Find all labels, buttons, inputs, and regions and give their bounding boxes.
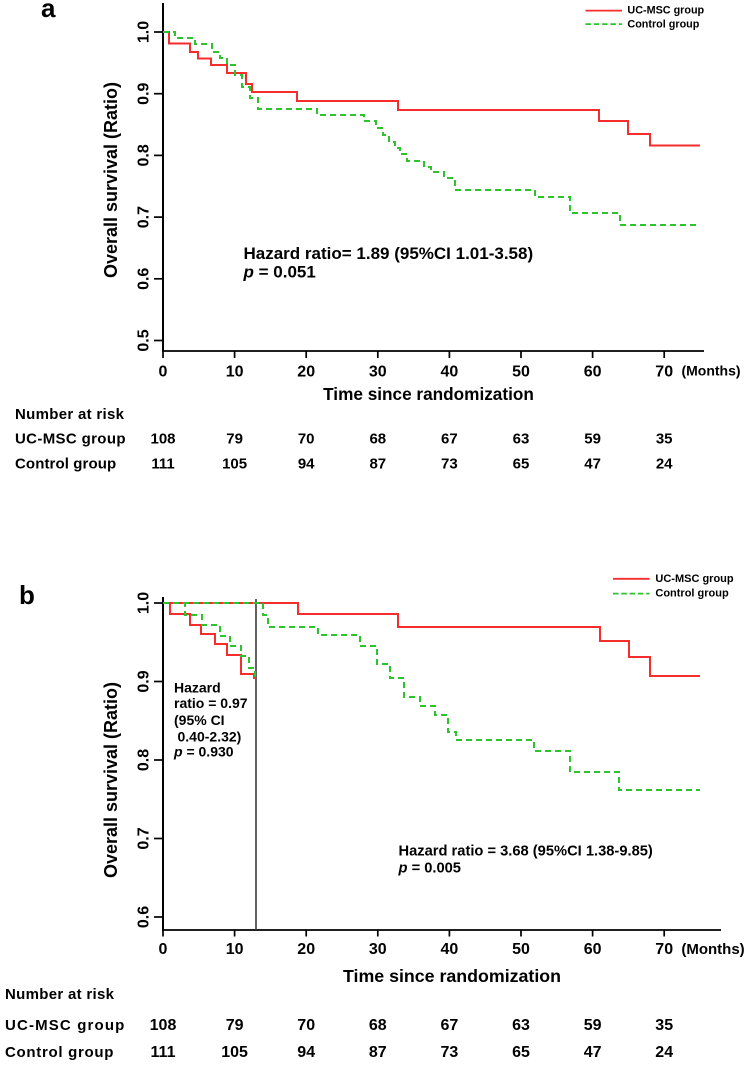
svg-text:ratio = 0.97: ratio = 0.97 [174,695,248,711]
svg-text:0.9: 0.9 [136,670,153,692]
svg-text:59: 59 [584,431,601,448]
svg-text:1.0: 1.0 [136,592,153,614]
svg-text:73: 73 [441,1044,459,1061]
svg-text:Control group: Control group [627,18,699,30]
svg-text:50: 50 [512,941,530,958]
svg-text:p = 0.930: p = 0.930 [173,743,234,759]
svg-text:Control group: Control group [15,456,116,473]
svg-text:0.8: 0.8 [136,144,153,166]
svg-text:111: 111 [151,456,174,473]
svg-text:63: 63 [513,431,530,448]
svg-text:40: 40 [441,941,459,958]
svg-text:Number at risk: Number at risk [15,406,125,423]
svg-text:30: 30 [369,364,387,381]
svg-text:Time since randomization: Time since randomization [323,384,534,404]
svg-text:0.6: 0.6 [136,906,153,928]
svg-text:Control group: Control group [655,588,729,600]
svg-text:UC-MSC group: UC-MSC group [5,1017,125,1034]
svg-text:20: 20 [297,364,315,381]
svg-text:(Months): (Months) [681,363,740,379]
svg-text:24: 24 [655,1044,673,1061]
svg-text:111: 111 [151,1044,176,1061]
svg-text:47: 47 [584,1044,602,1061]
svg-text:Overall survival (Ratio): Overall survival (Ratio) [101,82,121,278]
svg-text:94: 94 [297,1044,315,1061]
svg-text:108: 108 [150,431,175,448]
svg-text:79: 79 [226,431,243,448]
svg-text:87: 87 [369,456,386,473]
svg-text:a: a [41,0,56,23]
svg-text:0: 0 [159,941,168,958]
svg-text:b: b [19,580,35,610]
svg-text:UC-MSC group: UC-MSC group [15,431,126,448]
svg-text:30: 30 [369,941,387,958]
svg-text:79: 79 [226,1017,244,1034]
svg-text:Time since randomization: Time since randomization [343,966,561,986]
svg-text:70: 70 [297,1017,315,1034]
svg-text:10: 10 [226,364,244,381]
svg-text:68: 68 [369,431,386,448]
svg-text:20: 20 [297,941,315,958]
svg-text:0: 0 [159,364,168,381]
svg-text:108: 108 [150,1017,177,1034]
svg-text:65: 65 [512,1044,530,1061]
svg-text:1.0: 1.0 [136,21,153,43]
svg-text:68: 68 [369,1017,387,1034]
svg-text:35: 35 [656,431,673,448]
svg-text:0.9: 0.9 [136,82,153,104]
svg-text:(95% CI: (95% CI [174,712,225,728]
svg-text:p = 0.005: p = 0.005 [398,861,461,877]
svg-text:70: 70 [298,431,315,448]
svg-text:60: 60 [584,364,602,381]
svg-text:63: 63 [512,1017,530,1034]
svg-text:Hazard ratio = 3.68 (95%CI 1.3: Hazard ratio = 3.68 (95%CI 1.38-9.85) [399,844,653,860]
svg-text:40: 40 [441,364,459,381]
svg-text:0.5: 0.5 [136,329,153,351]
svg-text:35: 35 [655,1017,673,1034]
svg-text:50: 50 [512,364,530,381]
svg-text:Overall survival (Ratio): Overall survival (Ratio) [101,682,121,878]
svg-text:105: 105 [222,456,247,473]
svg-text:0.7: 0.7 [136,827,153,849]
svg-text:(Months): (Months) [681,941,744,958]
svg-text:0.8: 0.8 [136,749,153,771]
svg-text:Control group: Control group [5,1044,114,1061]
svg-text:70: 70 [655,364,673,381]
svg-text:47: 47 [584,456,601,473]
svg-text:0.7: 0.7 [136,206,153,228]
svg-text:10: 10 [226,941,244,958]
svg-text:Hazard: Hazard [174,680,221,696]
svg-text:67: 67 [441,431,458,448]
svg-text:p = 0.051: p = 0.051 [243,263,316,282]
svg-text:UC-MSC group: UC-MSC group [627,5,704,17]
svg-text:73: 73 [441,456,458,473]
svg-text:0.40-2.32): 0.40-2.32) [178,729,242,745]
svg-text:65: 65 [513,456,530,473]
svg-text:Hazard ratio= 1.89 (95%CI 1.01: Hazard ratio= 1.89 (95%CI 1.01-3.58) [244,244,534,263]
svg-text:UC-MSC group: UC-MSC group [655,573,733,585]
svg-text:67: 67 [441,1017,459,1034]
svg-text:94: 94 [298,456,315,473]
svg-text:Number at risk: Number at risk [5,986,115,1003]
svg-text:24: 24 [656,456,673,473]
svg-text:59: 59 [584,1017,602,1034]
svg-text:0.6: 0.6 [136,268,153,290]
svg-text:70: 70 [655,941,673,958]
svg-text:60: 60 [584,941,602,958]
svg-text:87: 87 [369,1044,387,1061]
svg-text:105: 105 [221,1044,248,1061]
